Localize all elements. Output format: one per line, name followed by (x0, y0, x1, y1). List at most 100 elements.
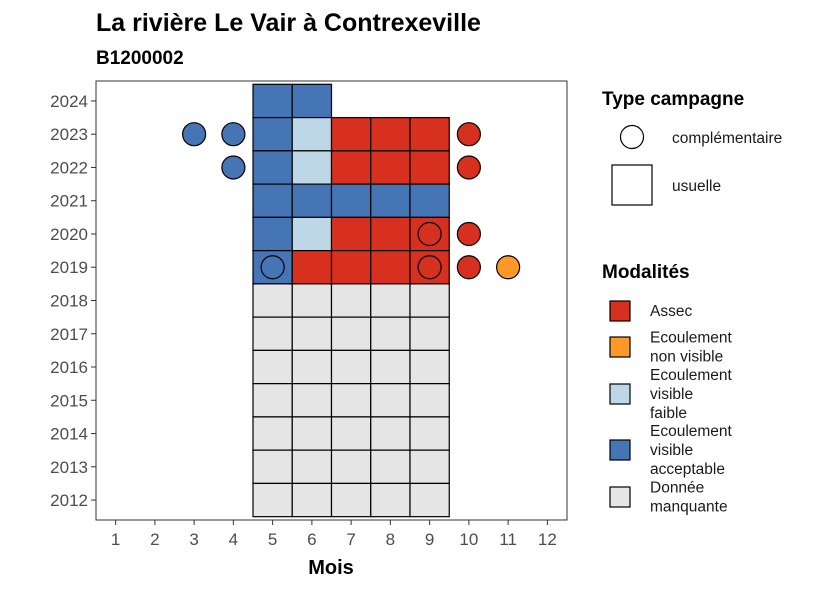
x-tick-label: 3 (189, 530, 198, 549)
tile-2012-5 (252, 482, 293, 518)
legend-square-swatch (611, 164, 653, 206)
chart-subtitle: B1200002 (96, 48, 184, 69)
tile-2016-6 (291, 349, 333, 385)
tile-2021-7 (330, 183, 372, 218)
legend-modalite-label: faible (650, 405, 687, 422)
tile-2017-5 (252, 316, 293, 351)
y-tick-label: 2019 (50, 258, 88, 277)
legend-swatch (609, 439, 631, 461)
legend-type-title: Type campagne (602, 89, 744, 110)
y-tick-label: 2021 (50, 192, 88, 211)
x-tick-label: 10 (459, 530, 478, 549)
tile-2015-5 (252, 383, 293, 418)
legend-modalite-label: Ecoulement (650, 330, 733, 347)
point-2019-11 (496, 255, 521, 280)
point-2020-9 (417, 221, 442, 247)
tile-2018-5 (252, 283, 293, 318)
legend-modalite-label: non visible (650, 349, 723, 366)
legend-type-label: usuelle (672, 178, 721, 195)
tile-2016-8 (370, 349, 411, 385)
tile-2013-5 (252, 449, 293, 485)
legend-modalite-label: Ecoulement (650, 423, 733, 440)
legend-type-label: complémentaire (672, 130, 782, 147)
tile-2013-8 (370, 449, 411, 485)
tile-2013-9 (409, 449, 450, 485)
legend-circle-swatch (619, 124, 645, 150)
tile-2016-9 (409, 349, 450, 385)
x-tick-label: 8 (386, 530, 395, 549)
tile-2014-7 (330, 416, 372, 451)
y-tick-label: 2012 (50, 491, 88, 510)
point-2022-10 (456, 155, 481, 180)
tile-2023-5 (252, 116, 293, 152)
y-tick-label: 2015 (50, 391, 88, 410)
tile-2015-7 (330, 383, 372, 418)
legend-modalite-label: acceptable (650, 461, 725, 478)
tile-2014-6 (291, 416, 333, 451)
tile-2014-8 (370, 416, 411, 451)
tile-2021-6 (291, 183, 333, 218)
tile-2022-9 (409, 150, 450, 185)
y-tick-label: 2017 (50, 325, 88, 344)
point-2023-10 (456, 122, 481, 147)
tile-2023-9 (409, 116, 450, 152)
legend-modalite-label: manquante (650, 499, 728, 516)
tile-2016-7 (330, 349, 372, 385)
chart-title: La rivière Le Vair à Contrexeville (96, 9, 481, 37)
legend-modalites-title: Modalités (602, 262, 690, 283)
tile-2022-7 (330, 150, 372, 185)
plot-area: 1 2 3 4 5 6 7 8 9 10 11 122012201320142015201620172… (50, 80, 568, 549)
point-2022-4 (221, 155, 246, 180)
tile-2013-6 (291, 449, 333, 485)
tile-2015-6 (291, 383, 333, 418)
x-tick-label: 9 (425, 530, 434, 549)
y-tick-label: 2023 (50, 125, 88, 144)
x-tick-label: 1 (111, 530, 120, 549)
legend-modalite-label: Assec (650, 303, 692, 320)
point-2019-5 (260, 255, 285, 280)
tile-2014-5 (252, 416, 293, 451)
legend-modalite-label: visible (650, 442, 693, 459)
legend-swatch (609, 486, 631, 508)
y-tick-label: 2013 (50, 458, 88, 477)
legend: Type campagne complémentaire usuelle Modali… (602, 89, 782, 516)
x-tick-label: 7 (346, 530, 355, 549)
tile-2019-7 (330, 250, 372, 285)
tile-2023-6 (291, 116, 333, 152)
tile-2018-9 (409, 283, 450, 318)
point-2023-4 (221, 122, 246, 147)
tile-2017-9 (409, 316, 450, 351)
point-2019-10 (456, 255, 481, 280)
y-tick-label: 2016 (50, 358, 88, 377)
point-2019-9 (417, 255, 442, 280)
tile-2019-8 (370, 250, 411, 285)
y-tick-label: 2020 (50, 225, 88, 244)
tile-2017-8 (370, 316, 411, 351)
point-2020-10 (456, 221, 481, 247)
tile-2021-9 (409, 183, 450, 218)
tile-2017-7 (330, 316, 372, 351)
tile-2023-8 (370, 116, 411, 152)
tile-2019-6 (291, 250, 333, 285)
tile-2023-7 (330, 116, 372, 152)
tile-2012-9 (409, 482, 450, 518)
tile-2012-8 (370, 482, 411, 518)
x-axis-title: Mois (308, 557, 354, 579)
tile-2020-8 (370, 216, 411, 252)
tile-2020-5 (252, 216, 293, 252)
tile-2022-8 (370, 150, 411, 185)
tile-2024-5 (252, 83, 293, 119)
x-tick-label: 11 (499, 530, 517, 549)
point-2023-3 (182, 122, 207, 147)
tile-2020-6 (291, 216, 333, 252)
tile-2015-8 (370, 383, 411, 418)
x-tick-label: 4 (229, 530, 238, 549)
tile-2014-9 (409, 416, 450, 451)
tile-2022-5 (252, 150, 293, 185)
x-tick-label: 12 (538, 530, 557, 549)
legend-swatch (609, 383, 631, 405)
legend-swatch (609, 300, 631, 322)
x-tick-label: 2 (150, 530, 159, 549)
tile-2020-7 (330, 216, 372, 252)
